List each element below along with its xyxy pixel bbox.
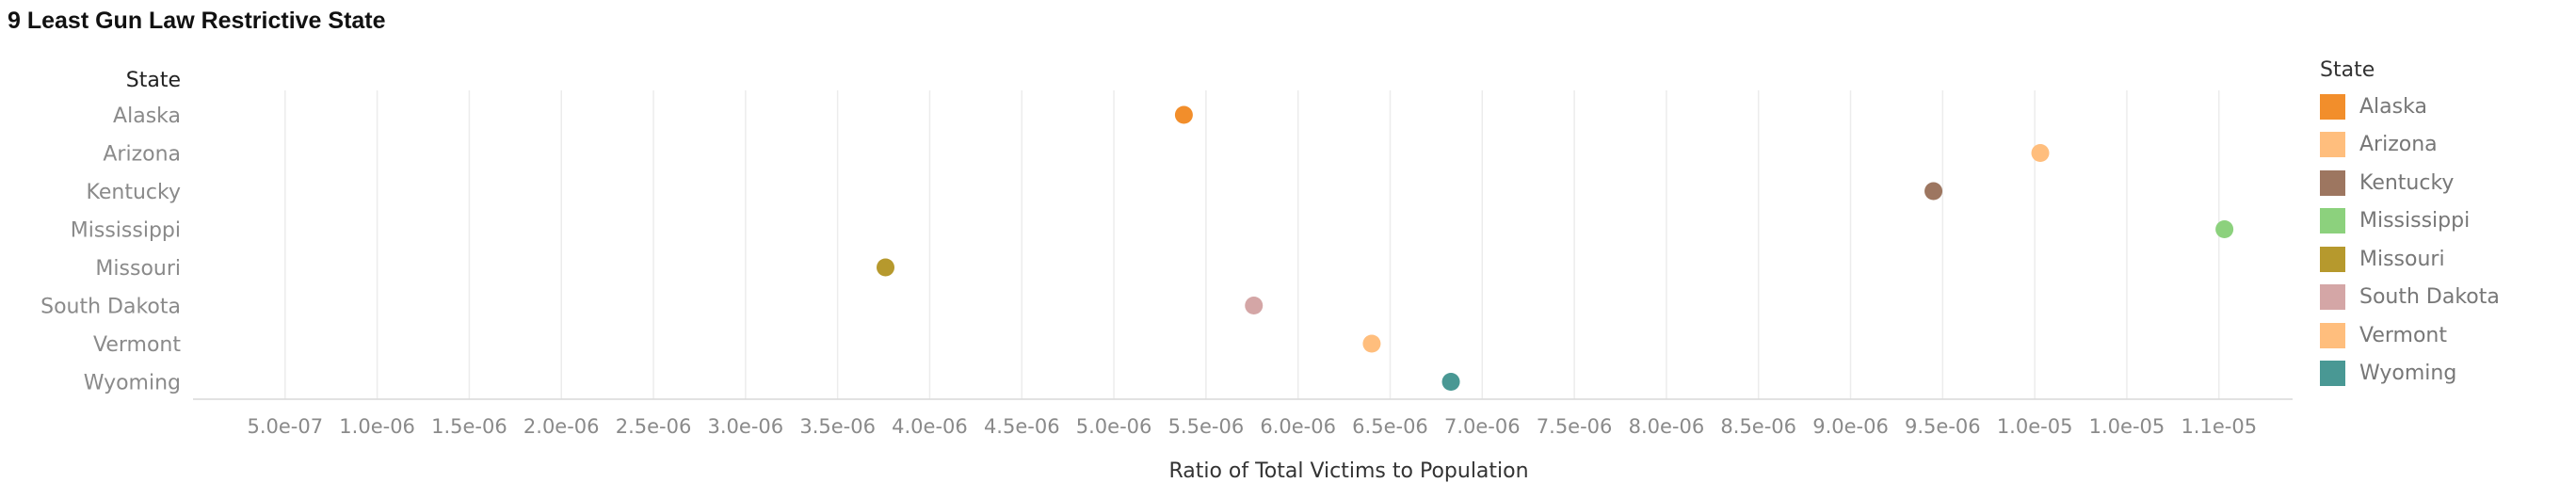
x-tick-label: 2.0e-06 — [523, 415, 600, 438]
x-tick-label: 3.5e-06 — [799, 415, 876, 438]
legend-title: State — [2320, 58, 2375, 82]
legend-items: Alaska Arizona Kentucky Mississippi Missouri… — [2320, 88, 2500, 393]
legend-swatch — [2320, 322, 2345, 348]
row-header-label: State — [126, 69, 181, 92]
legend-item-vermont[interactable]: Vermont — [2320, 316, 2500, 355]
x-tick-label: 5.0e-06 — [1076, 415, 1152, 438]
row-label-south-dakota: South Dakota — [40, 296, 181, 319]
x-tick-label: 1.5e-06 — [431, 415, 507, 438]
chart-title: 9 Least Gun Law Restrictive State — [8, 8, 386, 34]
data-point-kentucky — [1924, 182, 1943, 201]
x-tick-label: 1.1e-05 — [2181, 415, 2257, 438]
legend-label: Missouri — [2359, 247, 2445, 271]
data-point-mississippi — [2215, 220, 2234, 238]
x-tick-label: 7.0e-06 — [1444, 415, 1521, 438]
x-tick-label: 1.0e-06 — [339, 415, 415, 438]
x-axis-title: Ratio of Total Victims to Population — [1168, 459, 1528, 483]
legend-label: Vermont — [2359, 323, 2447, 347]
x-tick-label: 6.0e-06 — [1260, 415, 1336, 438]
legend-item-arizona[interactable]: Arizona — [2320, 126, 2500, 165]
x-tick-label: 8.0e-06 — [1629, 415, 1705, 438]
data-point-wyoming — [1441, 373, 1460, 391]
x-tick-label: 5.5e-06 — [1168, 415, 1245, 438]
x-tick-label: 9.0e-06 — [1812, 415, 1889, 438]
row-label-arizona: Arizona — [103, 143, 181, 167]
legend-item-wyoming[interactable]: Wyoming — [2320, 355, 2500, 394]
data-point-alaska — [1174, 105, 1193, 124]
legend-swatch — [2320, 361, 2345, 387]
row-label-mississippi: Mississippi — [71, 219, 181, 243]
legend-swatch — [2320, 169, 2345, 196]
legend-swatch — [2320, 132, 2345, 158]
data-point-vermont — [1362, 334, 1381, 353]
data-point-south-dakota — [1245, 297, 1264, 314]
data-point-arizona — [2031, 144, 2050, 162]
x-tick-label: 4.5e-06 — [984, 415, 1060, 438]
legend-item-south-dakota[interactable]: South Dakota — [2320, 279, 2500, 317]
legend-swatch — [2320, 246, 2345, 272]
legend-label: Mississippi — [2359, 209, 2471, 233]
x-tick-label: 7.5e-06 — [1537, 415, 1613, 438]
x-tick-label: 1.0e-05 — [1997, 415, 2073, 438]
x-tick-label: 8.5e-06 — [1720, 415, 1796, 438]
row-label-wyoming: Wyoming — [84, 372, 181, 395]
x-tick-label: 4.0e-06 — [892, 415, 968, 438]
legend-label: Kentucky — [2359, 170, 2455, 195]
legend-label: Alaska — [2359, 94, 2427, 119]
x-tick-label: 9.5e-06 — [1905, 415, 1981, 438]
scatter-plot: State Alaska Arizona Kentucky Mississippi Mis… — [40, 69, 2293, 483]
legend-swatch — [2320, 208, 2345, 234]
x-tick-label: 5.0e-07 — [247, 415, 323, 438]
x-tick-label: 1.0e-05 — [2089, 415, 2165, 438]
legend-item-kentucky[interactable]: Kentucky — [2320, 164, 2500, 202]
x-tick-label: 2.5e-06 — [616, 415, 692, 438]
legend-item-alaska[interactable]: Alaska — [2320, 88, 2500, 126]
legend-label: Wyoming — [2359, 362, 2457, 386]
row-label-alaska: Alaska — [113, 105, 181, 128]
legend-swatch — [2320, 284, 2345, 311]
x-tick-label: 6.5e-06 — [1352, 415, 1428, 438]
row-label-vermont: Vermont — [93, 333, 181, 357]
row-label-kentucky: Kentucky — [87, 181, 181, 204]
row-label-missouri: Missouri — [95, 257, 181, 281]
legend-item-mississippi[interactable]: Mississippi — [2320, 202, 2500, 241]
legend-label: South Dakota — [2359, 285, 2500, 310]
legend-label: Arizona — [2359, 133, 2438, 157]
x-tick-label: 3.0e-06 — [708, 415, 784, 438]
legend: State Alaska Arizona Kentucky Mississippi Mi… — [2320, 58, 2500, 393]
legend-swatch — [2320, 93, 2345, 120]
legend-item-missouri[interactable]: Missouri — [2320, 240, 2500, 279]
data-point-missouri — [877, 258, 895, 277]
